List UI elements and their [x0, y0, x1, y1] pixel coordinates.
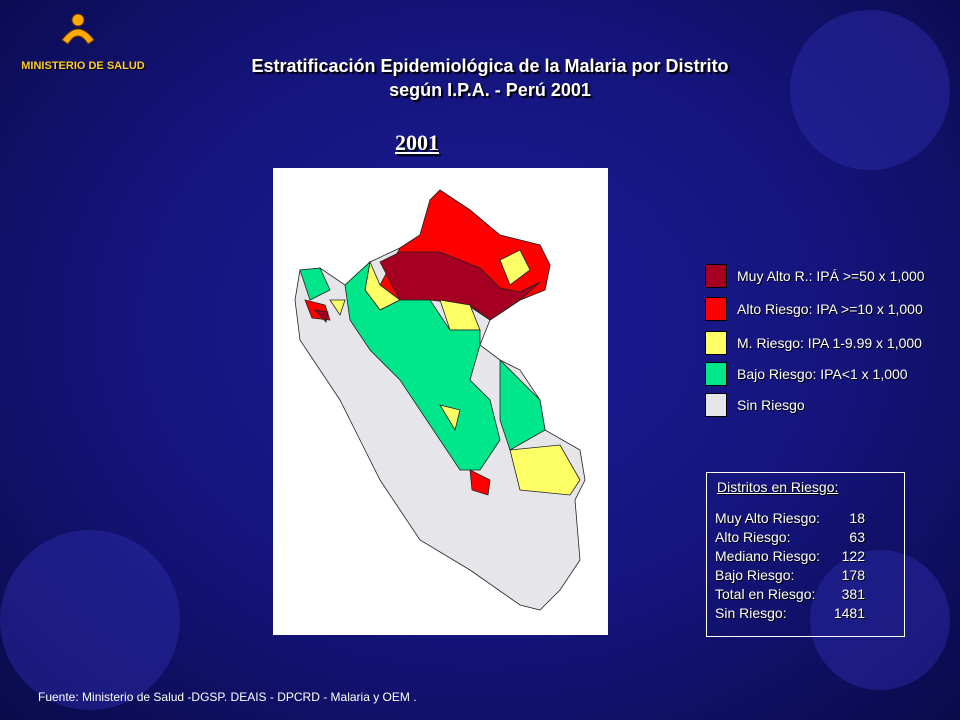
legend-item: Sin Riesgo — [705, 393, 805, 417]
summary-label: Mediano Riesgo: — [715, 548, 821, 564]
legend-item: Muy Alto R.: IPÁ >=50 x 1,000 — [705, 264, 925, 288]
legend-item: Bajo Riesgo: IPA<1 x 1,000 — [705, 362, 908, 386]
summary-count: 381 — [841, 586, 865, 602]
title-line: Estratificación Epidemiológica de la Mal… — [251, 56, 729, 76]
summary-row: Mediano Riesgo: 122 — [715, 547, 865, 566]
summary-row: Bajo Riesgo: 178 — [715, 566, 865, 585]
summary-count: 122 — [841, 548, 865, 564]
legend-swatch — [705, 393, 727, 417]
summary-title: Distritos en Riesgo: — [717, 479, 839, 495]
summary-label: Bajo Riesgo: — [715, 567, 795, 583]
summary-label: Muy Alto Riesgo: — [715, 510, 821, 526]
title-line: según I.P.A. - Perú 2001 — [389, 80, 591, 100]
legend-item: Alto Riesgo: IPA >=10 x 1,000 — [705, 297, 923, 321]
source: Fuente: Ministerio de Salud -DGSP. DEAIS… — [38, 690, 417, 704]
summary-count: 63 — [849, 529, 865, 545]
map-year: 2001 — [395, 130, 439, 155]
legend-swatch — [705, 331, 727, 355]
peru-map — [294, 189, 586, 611]
legend-label: Alto Riesgo: IPA >=10 x 1,000 — [737, 301, 923, 317]
summary-count: 18 — [849, 510, 865, 526]
legend-label: Muy Alto R.: IPÁ >=50 x 1,000 — [737, 268, 925, 284]
summary-label: Alto Riesgo: — [715, 529, 791, 545]
summary-box: Distritos en Riesgo: Muy Alto Riesgo: 18 A… — [706, 472, 905, 637]
legend-item: M. Riesgo: IPA 1-9.99 x 1,000 — [705, 331, 922, 355]
summary-count: 1481 — [833, 605, 865, 621]
legend-label: M. Riesgo: IPA 1-9.99 x 1,000 — [737, 335, 922, 351]
organization: MINISTERIO DE SALUD — [21, 60, 145, 72]
summary-row: Alto Riesgo: 63 — [715, 528, 865, 547]
legend-label: Sin Riesgo — [737, 397, 805, 413]
legend-swatch — [705, 264, 727, 288]
summary-row: Total en Riesgo: 381 — [715, 585, 865, 604]
summary-row: Muy Alto Riesgo: 18 — [715, 509, 865, 528]
summary-label: Total en Riesgo: — [715, 586, 816, 602]
legend-label: Bajo Riesgo: IPA<1 x 1,000 — [737, 366, 908, 382]
legend-swatch — [705, 297, 727, 321]
summary-row: Sin Riesgo: 1481 — [715, 604, 865, 623]
summary-count: 178 — [841, 567, 865, 583]
summary-label: Sin Riesgo: — [715, 605, 787, 621]
legend-swatch — [705, 362, 727, 386]
